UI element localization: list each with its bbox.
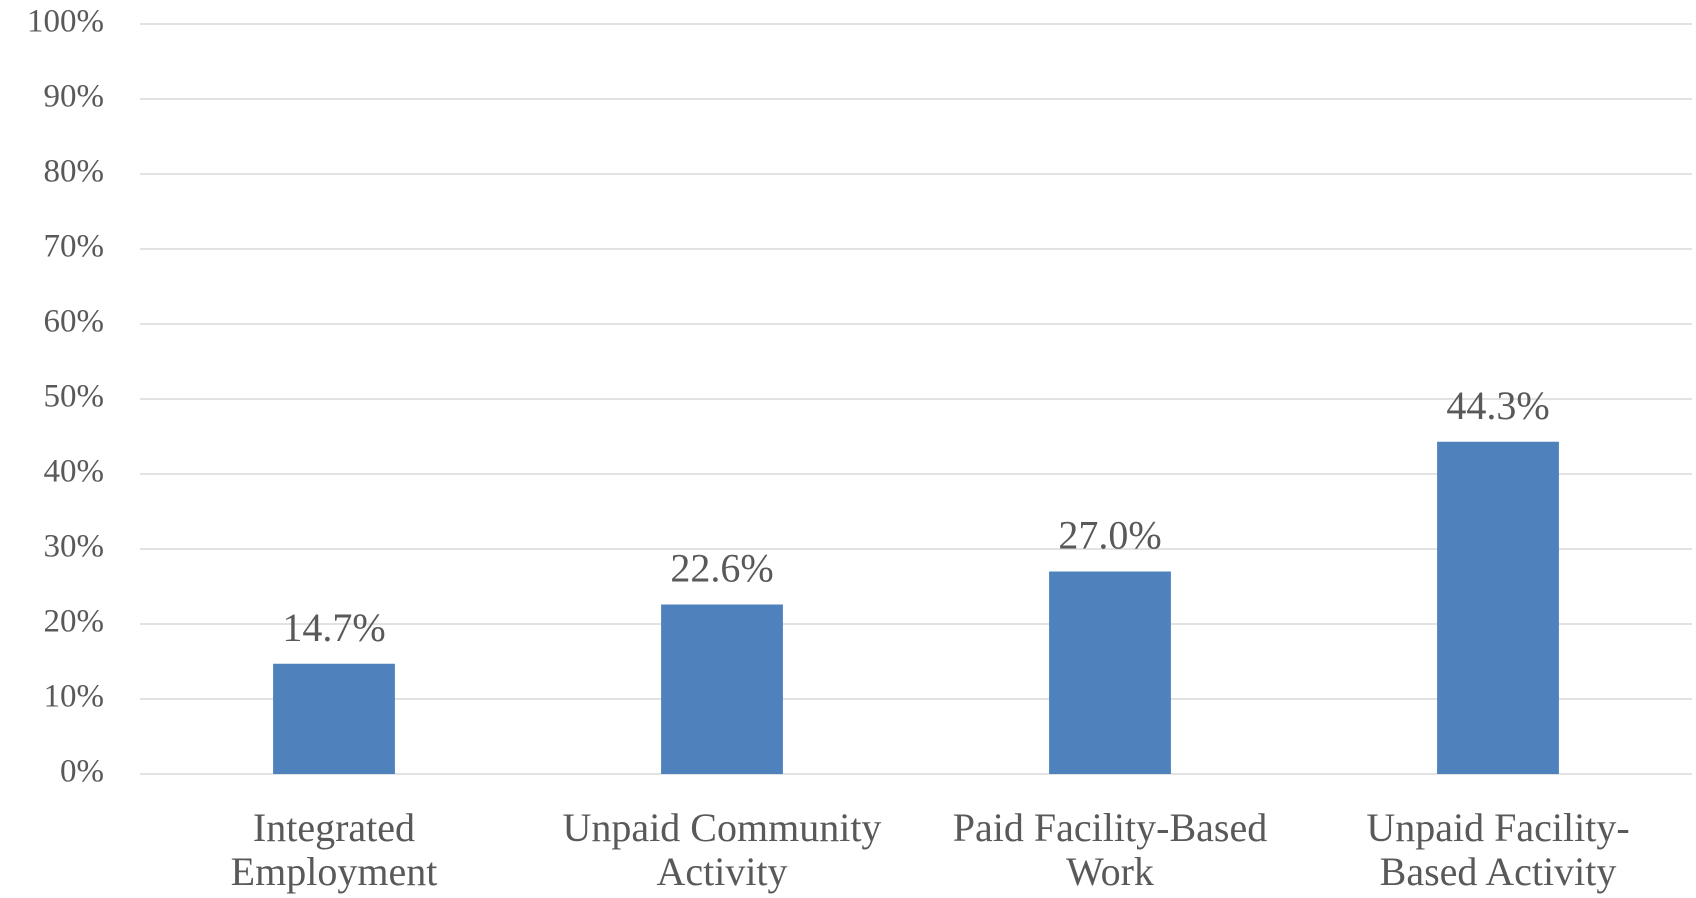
y-tick-label: 60% xyxy=(44,304,105,340)
y-tick-label: 80% xyxy=(44,154,105,190)
y-tick-label: 0% xyxy=(60,754,104,790)
bar xyxy=(1437,441,1559,774)
x-tick-label: Unpaid Community Activity xyxy=(562,805,882,894)
x-tick-label: Paid Facility-Based Work xyxy=(952,805,1268,894)
y-tick-label: 20% xyxy=(44,604,105,640)
y-tick-label: 100% xyxy=(27,4,104,40)
y-tick-label: 90% xyxy=(44,79,105,115)
y-tick-label: 10% xyxy=(44,679,105,715)
data-label: 44.3% xyxy=(1446,383,1549,428)
data-label: 14.7% xyxy=(282,605,385,650)
x-tick-label: Unpaid Facility-Based Activity xyxy=(1366,805,1630,894)
y-tick-label: 40% xyxy=(44,454,105,490)
bar xyxy=(1049,571,1171,774)
bar xyxy=(273,663,395,774)
y-tick-label: 50% xyxy=(44,379,105,415)
bar xyxy=(661,604,783,774)
y-tick-label: 70% xyxy=(44,229,105,265)
data-label: 27.0% xyxy=(1058,513,1161,558)
y-tick-label: 30% xyxy=(44,529,105,565)
x-tick-label: Integrated Employment xyxy=(230,805,438,894)
data-label: 22.6% xyxy=(670,546,773,591)
